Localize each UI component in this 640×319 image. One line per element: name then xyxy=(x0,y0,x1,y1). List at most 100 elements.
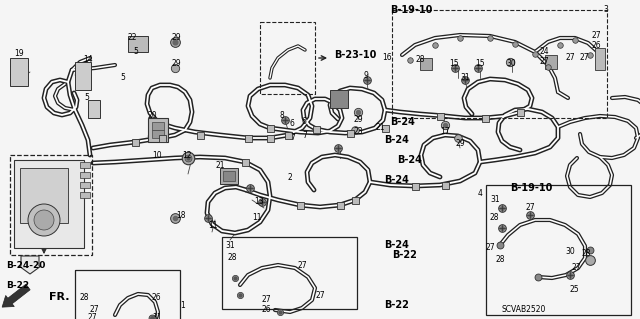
Bar xyxy=(220,168,238,184)
Text: 13: 13 xyxy=(254,197,264,206)
Text: B-24: B-24 xyxy=(384,240,409,250)
Text: 26: 26 xyxy=(592,41,602,49)
FancyArrow shape xyxy=(19,256,41,274)
Text: 30: 30 xyxy=(506,60,516,69)
Text: 27: 27 xyxy=(540,57,550,66)
Bar xyxy=(148,118,168,142)
Bar xyxy=(152,122,164,130)
Text: 29: 29 xyxy=(172,33,182,42)
Text: 28: 28 xyxy=(228,254,237,263)
Bar xyxy=(420,58,432,70)
Text: 8: 8 xyxy=(280,112,285,121)
Text: 24: 24 xyxy=(540,48,550,56)
Text: 20: 20 xyxy=(148,112,157,121)
Bar xyxy=(10,155,92,255)
Bar xyxy=(517,109,524,116)
Text: B-23-10: B-23-10 xyxy=(334,50,376,60)
Bar xyxy=(352,197,359,204)
Text: 17: 17 xyxy=(440,128,450,137)
Text: 21: 21 xyxy=(376,123,385,132)
Bar xyxy=(223,171,235,181)
Bar xyxy=(267,135,274,142)
Text: 6: 6 xyxy=(302,117,307,127)
Text: 31: 31 xyxy=(460,72,470,81)
Text: 29: 29 xyxy=(354,115,364,124)
Text: 15: 15 xyxy=(475,60,484,69)
Text: 27: 27 xyxy=(298,261,308,270)
Text: B-24: B-24 xyxy=(384,175,409,185)
Text: 7: 7 xyxy=(302,130,307,139)
Bar xyxy=(545,55,557,69)
Text: 28: 28 xyxy=(80,293,90,302)
Text: 7: 7 xyxy=(290,133,295,143)
Text: 16: 16 xyxy=(382,54,392,63)
Bar xyxy=(75,62,91,90)
Text: B-24: B-24 xyxy=(384,135,409,145)
Text: 31: 31 xyxy=(225,241,235,249)
Text: 21: 21 xyxy=(215,160,225,169)
Text: 6: 6 xyxy=(290,120,295,129)
Text: B-22: B-22 xyxy=(6,280,29,290)
Bar xyxy=(132,139,139,146)
Bar xyxy=(242,159,249,166)
Text: 11: 11 xyxy=(208,221,218,231)
Bar xyxy=(486,185,631,315)
Circle shape xyxy=(34,210,54,230)
Bar xyxy=(313,126,320,133)
Text: 27: 27 xyxy=(565,54,575,63)
Text: 31: 31 xyxy=(152,314,162,319)
Bar xyxy=(482,115,489,122)
Bar xyxy=(80,182,90,188)
Bar xyxy=(347,130,354,137)
Text: 30: 30 xyxy=(565,248,575,256)
Text: FR.: FR. xyxy=(49,292,70,302)
Bar xyxy=(245,135,252,142)
Text: 9: 9 xyxy=(363,71,368,80)
Bar xyxy=(285,132,292,139)
Text: 27: 27 xyxy=(262,295,271,305)
Text: SCVAB2520: SCVAB2520 xyxy=(502,306,547,315)
Text: 10: 10 xyxy=(152,151,162,160)
Bar xyxy=(437,113,444,120)
Text: B-22: B-22 xyxy=(392,250,417,260)
Text: B-19-10: B-19-10 xyxy=(390,5,433,15)
Text: 27: 27 xyxy=(525,204,534,212)
Text: 5: 5 xyxy=(133,48,138,56)
Bar xyxy=(152,130,164,138)
Text: 25: 25 xyxy=(570,286,580,294)
Bar xyxy=(88,100,100,118)
Bar xyxy=(337,202,344,209)
Text: 28: 28 xyxy=(496,256,506,264)
Text: B-19-10: B-19-10 xyxy=(510,183,552,193)
Bar xyxy=(412,183,419,190)
Text: 15: 15 xyxy=(449,60,459,69)
Text: 27: 27 xyxy=(572,263,582,272)
Bar xyxy=(595,48,605,70)
Text: 19: 19 xyxy=(14,48,24,57)
Text: 3: 3 xyxy=(603,5,608,14)
Text: 22: 22 xyxy=(128,33,138,42)
Circle shape xyxy=(28,204,60,236)
Text: 28: 28 xyxy=(582,249,591,258)
Bar xyxy=(222,237,357,309)
Bar xyxy=(297,202,304,209)
Text: 4: 4 xyxy=(478,189,483,198)
Bar xyxy=(75,270,180,319)
Text: 27: 27 xyxy=(486,243,495,253)
Text: 27: 27 xyxy=(580,54,589,63)
Text: 29: 29 xyxy=(455,139,465,149)
Text: 12: 12 xyxy=(182,151,191,160)
Bar xyxy=(80,192,90,198)
Bar xyxy=(260,22,315,94)
Bar xyxy=(197,132,204,139)
Bar xyxy=(382,125,389,132)
Bar xyxy=(330,90,348,108)
Text: B-22: B-22 xyxy=(384,300,409,310)
Bar xyxy=(10,58,28,86)
Bar xyxy=(20,168,68,223)
Bar xyxy=(80,172,90,178)
Text: 29: 29 xyxy=(172,60,182,69)
Bar xyxy=(159,135,166,142)
Bar xyxy=(442,182,449,189)
Bar xyxy=(267,125,274,132)
